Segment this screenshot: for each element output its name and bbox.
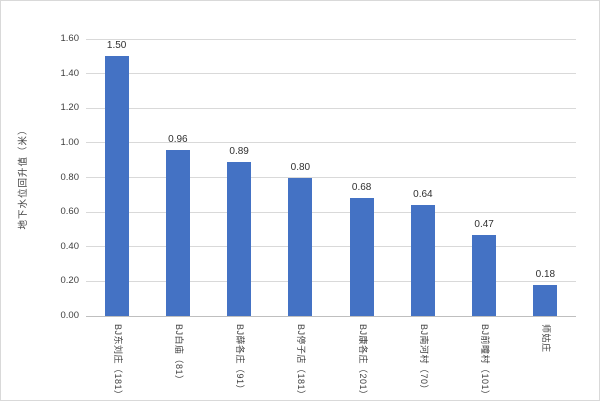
bar (533, 284, 558, 316)
y-tick-label: 1.40 (60, 67, 80, 79)
gridline (86, 246, 576, 248)
x-category-label: 师姑庄 (541, 324, 552, 353)
y-tick-label: 0.00 (60, 310, 80, 321)
x-category-label: BJ康各庄（201） (357, 324, 368, 400)
bar-value-label: 0.64 (413, 189, 433, 201)
y-tick-label: 0.20 (60, 275, 80, 287)
y-tick-label: 0.60 (60, 206, 80, 218)
bar (349, 198, 374, 316)
bar-value-label: 0.80 (290, 161, 311, 173)
gridline (86, 38, 576, 40)
bar (288, 177, 313, 316)
gridline (86, 107, 576, 109)
gridline (86, 73, 576, 75)
bar (227, 161, 252, 316)
gridline (86, 142, 576, 144)
bar-value-label: 0.96 (168, 133, 188, 145)
bar (165, 149, 190, 316)
gridline (86, 211, 576, 213)
bar-value-label: 0.47 (474, 218, 494, 230)
y-tick-label: 1.60 (60, 33, 80, 44)
y-axis-title: 地下水位回升值（米） (18, 124, 29, 230)
bar-value-label: 0.18 (535, 268, 556, 280)
y-tick-label: 1.00 (60, 136, 80, 148)
x-category-label: BJ前疃村（101） (480, 324, 491, 400)
y-tick-label: 0.40 (60, 240, 80, 252)
x-category-label: BJ南河村（70） (418, 324, 429, 395)
gridline (86, 280, 576, 282)
y-tick-label: 0.80 (60, 171, 80, 183)
x-category-label: BJ东刘庄（181） (112, 324, 123, 400)
bar-value-label: 1.50 (106, 40, 127, 52)
x-category-label: BJ停子店（181） (296, 324, 307, 400)
bar (410, 205, 435, 316)
gridline (86, 177, 576, 178)
x-axis-line (86, 315, 576, 317)
bar-value-label: 0.68 (351, 182, 372, 194)
x-category-label: BJ白庙（81） (173, 324, 184, 385)
y-tick-label: 1.20 (60, 102, 80, 114)
x-category-label: BJ薛各庄（91） (235, 324, 246, 395)
bar (472, 234, 497, 316)
bar-value-label: 0.89 (229, 145, 249, 157)
bar (104, 56, 129, 316)
